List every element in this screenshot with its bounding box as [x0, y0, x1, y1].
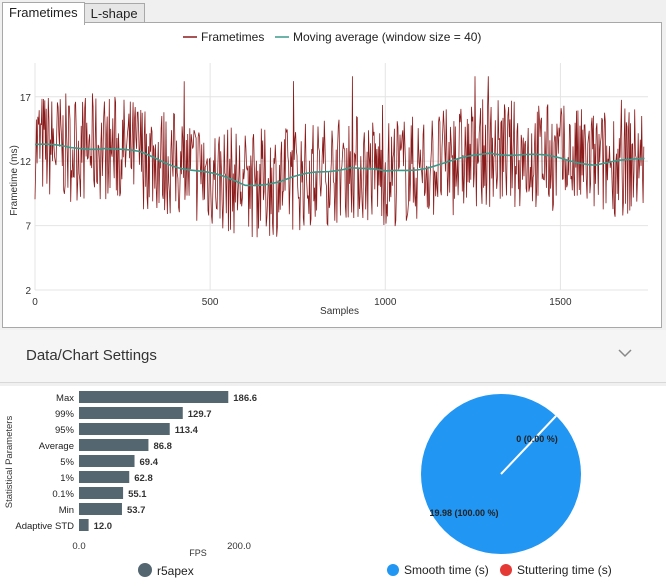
bar-value-label: 113.4: [175, 425, 199, 436]
bar: [79, 503, 122, 515]
statistics-panel: Max 186.6 99% 129.7 95% 113.4 Average 86.8 5% 69.…: [0, 386, 666, 584]
x-axis-label: Samples: [320, 306, 359, 317]
legend-swatch-r5apex: [138, 563, 152, 577]
data-chart-settings-header[interactable]: Data/Chart Settings: [0, 330, 666, 383]
tab-bar: Frametimes L-shape: [2, 2, 145, 25]
bar-category-label: 95%: [55, 425, 75, 436]
bar-value-label: 12.0: [94, 521, 113, 532]
y-tick-label: 12: [20, 157, 32, 168]
bar: [79, 407, 183, 419]
y-tick-label: 17: [20, 93, 32, 104]
legend-label-frametimes: Frametimes: [201, 30, 264, 44]
chart-legend: Frametimes Moving average (window size = …: [183, 30, 481, 44]
bar: [79, 439, 149, 451]
moving-average-series-line: [34, 143, 645, 187]
tab-l-shape[interactable]: L-shape: [83, 3, 145, 24]
pie-label-stutter: 0 (0.00 %): [516, 434, 558, 444]
bar: [79, 471, 130, 483]
legend-label-r5apex: r5apex: [157, 564, 194, 578]
bar-value-label: 69.4: [140, 457, 159, 468]
legend-label-stuttering-time: Stuttering time (s): [517, 563, 612, 577]
bar-y-axis-label: Statistical Parameters: [4, 416, 15, 509]
bar-category-label: Average: [39, 441, 74, 452]
bar-category-label: Adaptive STD: [15, 521, 74, 532]
frametime-line-chart: 0 500 1000 1500 2 7 12 17 Samples Frametime (ms) F…: [9, 30, 648, 317]
bar-x-tick-label: 0.0: [72, 541, 85, 552]
x-tick-label: 1500: [549, 297, 572, 308]
bar-category-label: Max: [56, 393, 74, 404]
legend-label-smooth-time: Smooth time (s): [404, 563, 489, 577]
bar-category-label: 0.1%: [52, 489, 74, 500]
x-tick-label: 1000: [374, 297, 397, 308]
y-tick-label: 7: [25, 222, 31, 233]
legend-label-moving-average: Moving average (window size = 40): [293, 30, 481, 44]
bar-category-label: 1%: [60, 473, 74, 484]
bar-value-label: 53.7: [127, 505, 145, 516]
legend-swatch-stuttering-time: [500, 564, 512, 576]
x-tick-label: 0: [32, 297, 38, 308]
settings-title: Data/Chart Settings: [26, 347, 157, 364]
frametimes-series-line: [34, 76, 645, 238]
tab-frametimes[interactable]: Frametimes: [2, 2, 85, 25]
bar: [79, 519, 89, 531]
bar-value-label: 62.8: [134, 473, 153, 484]
bar: [79, 455, 135, 467]
bar-category-label: 99%: [55, 409, 75, 420]
bar-value-label: 129.7: [188, 409, 212, 420]
bar-value-label: 55.1: [128, 489, 147, 500]
pie-label-smooth: 19.98 (100.00 %): [429, 508, 498, 518]
pie-zero-slice-line: [500, 415, 557, 475]
legend-swatch-smooth-time: [387, 564, 399, 576]
bar: [79, 487, 124, 499]
bar: [79, 423, 170, 435]
statistics-charts: Max 186.6 99% 129.7 95% 113.4 Average 86.8 5% 69.…: [4, 391, 612, 578]
bar: [79, 391, 229, 403]
bar-x-tick-label: 200.0: [227, 541, 251, 552]
chevron-down-icon[interactable]: [618, 348, 632, 358]
bar-x-axis-label: FPS: [189, 548, 207, 558]
bar-category-label: 5%: [60, 457, 74, 468]
y-axis-label: Frametime (ms): [9, 145, 20, 216]
y-tick-label: 2: [25, 286, 31, 297]
bar-category-label: Min: [59, 505, 74, 516]
bar-value-label: 86.8: [153, 441, 172, 452]
bar-value-label: 186.6: [233, 393, 257, 404]
frametime-plot-panel: 0 500 1000 1500 2 7 12 17 Samples Frametime (ms) F…: [2, 22, 662, 328]
x-tick-label: 500: [202, 297, 219, 308]
